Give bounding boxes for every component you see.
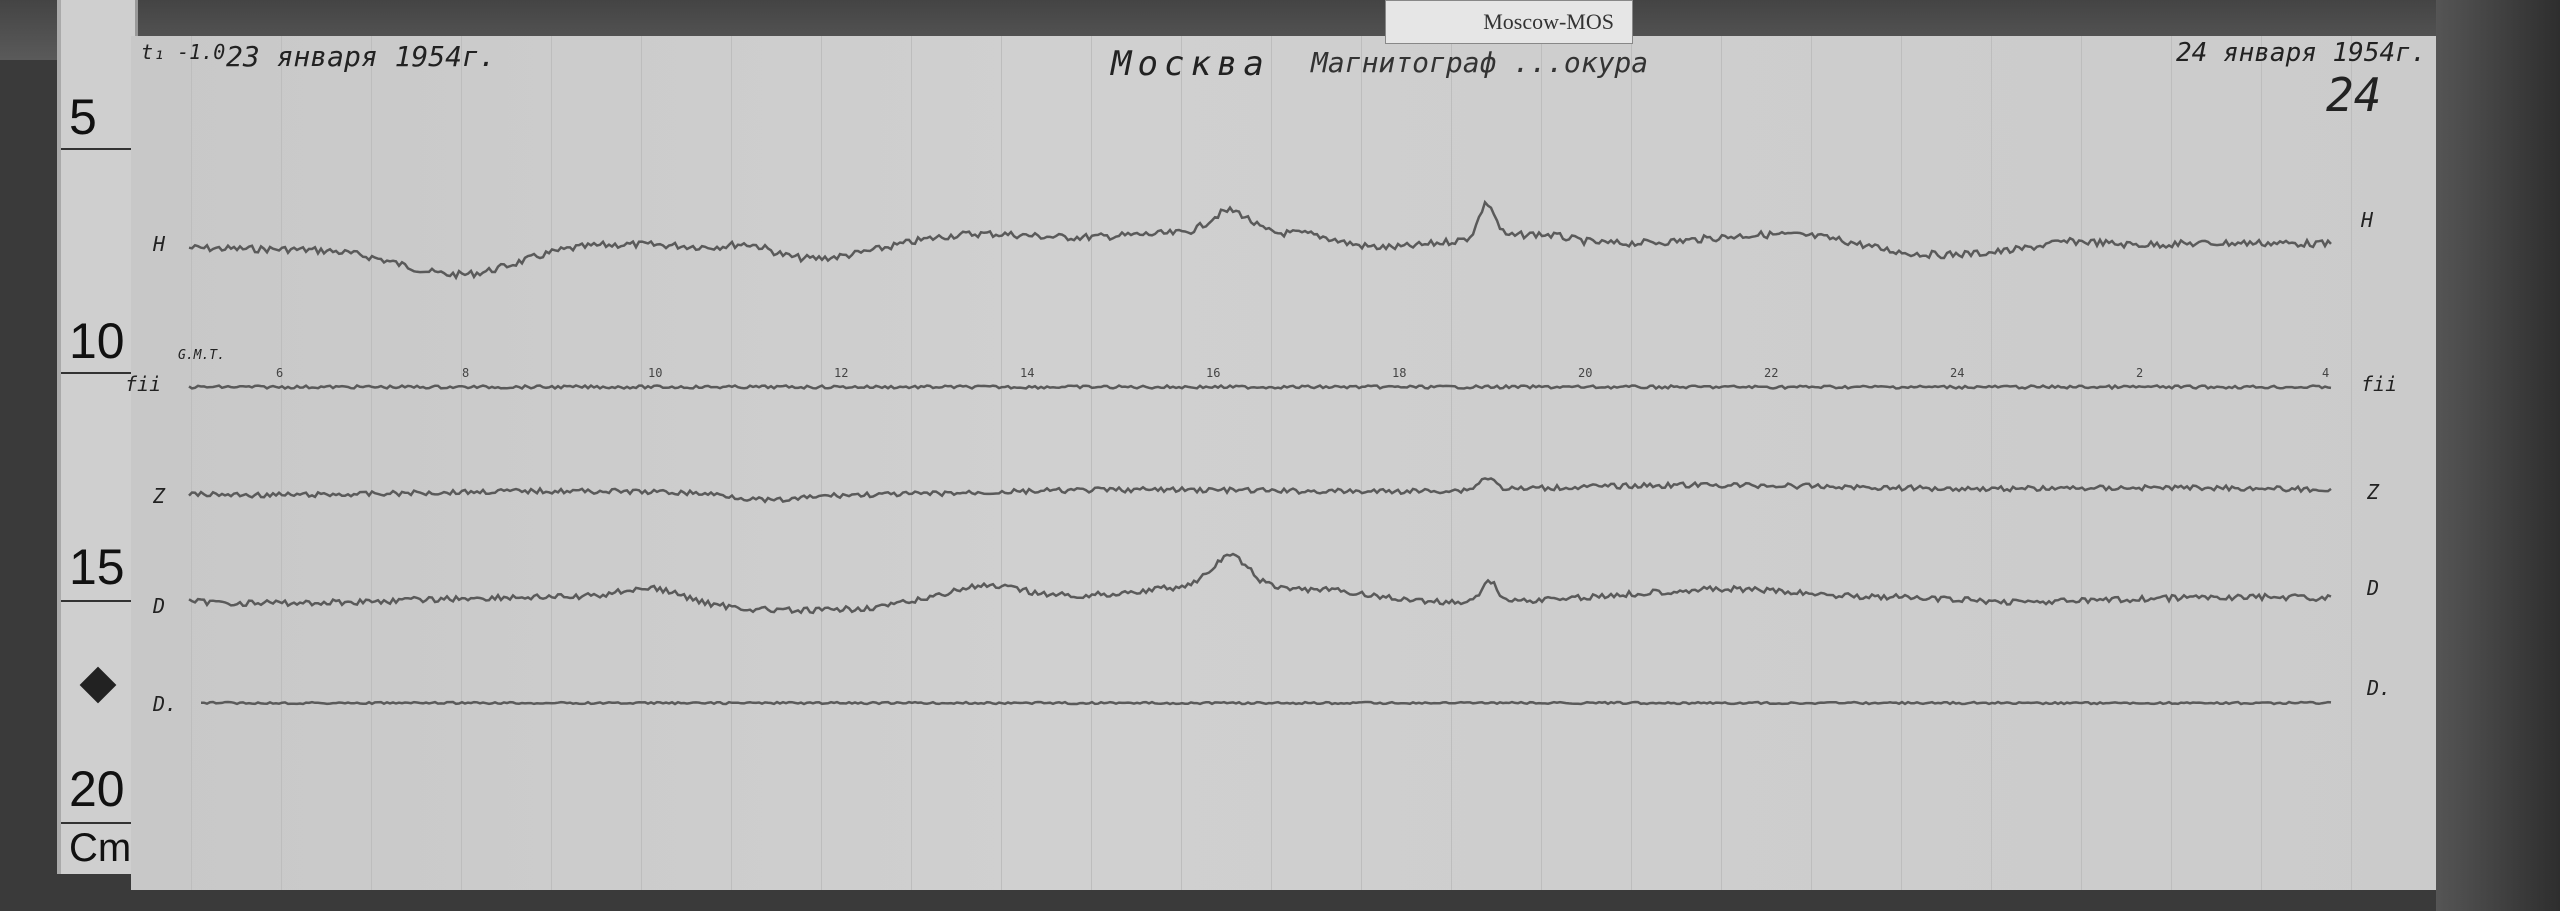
sheet-number: 24 bbox=[2326, 68, 2382, 122]
time-tick: 16 bbox=[1206, 366, 1221, 380]
gridline bbox=[1721, 36, 1722, 890]
time-tick: 2 bbox=[2136, 366, 2144, 380]
time-tick: 24 bbox=[1950, 366, 1965, 380]
trace-label-h-right: H bbox=[2361, 208, 2374, 232]
gridline bbox=[2261, 36, 2262, 890]
end-date: 24 января 1954г. bbox=[2176, 38, 2427, 68]
trace-label-baseline: fii bbox=[125, 372, 162, 396]
gridline bbox=[2081, 36, 2082, 890]
trace-label-d: D bbox=[153, 594, 166, 618]
gridline bbox=[1811, 36, 1812, 890]
start-date: 23 января 1954г. bbox=[226, 40, 496, 73]
gridline bbox=[1361, 36, 1362, 890]
gridline bbox=[821, 36, 822, 890]
time-tick: 20 bbox=[1578, 366, 1593, 380]
trace-baseline bbox=[188, 383, 2332, 391]
gridline bbox=[911, 36, 912, 890]
gridline bbox=[1451, 36, 1452, 890]
ruler-mark-15: 15 bbox=[69, 539, 125, 595]
trace-label-z-right: Z bbox=[2367, 480, 2380, 504]
gridline bbox=[281, 36, 282, 890]
trace-label-d-baseline: D. bbox=[153, 692, 178, 716]
display-frame-right bbox=[2436, 0, 2560, 911]
gridline bbox=[1091, 36, 1092, 890]
traces-layer bbox=[188, 199, 2332, 706]
magnetogram-sheet: t₁ -1.0 23 января 1954г. Москва Магнитог… bbox=[125, 36, 2436, 890]
time-tick: 10 bbox=[648, 366, 663, 380]
title-rest: Магнитограф ...окура bbox=[1311, 46, 1649, 79]
gridline bbox=[1541, 36, 1542, 890]
trace-label-d-baseline-right: D. bbox=[2367, 676, 2392, 700]
gridline bbox=[1271, 36, 1272, 890]
gridline bbox=[2171, 36, 2172, 890]
gridline bbox=[1631, 36, 1632, 890]
time-tick: 8 bbox=[462, 366, 470, 380]
centimeter-ruler: 5 10 15 20 Cm bbox=[57, 0, 138, 874]
station-tag: Moscow-MOS bbox=[1385, 0, 1633, 44]
gridline bbox=[191, 36, 192, 890]
time-tick: 4 bbox=[2322, 366, 2330, 380]
ruler-unit: Cm bbox=[69, 826, 132, 870]
time-tick: 14 bbox=[1020, 366, 1035, 380]
gridline bbox=[731, 36, 732, 890]
gridline bbox=[1901, 36, 1902, 890]
gridline bbox=[2351, 36, 2352, 890]
ruler-mark-20: 20 bbox=[69, 761, 125, 817]
trace-label-z: Z bbox=[153, 484, 166, 508]
ruler-mark-10: 10 bbox=[69, 313, 125, 369]
gridline bbox=[1181, 36, 1182, 890]
time-axis-label: G.M.T. bbox=[178, 348, 225, 363]
ruler-mark-5: 5 bbox=[69, 89, 97, 145]
header-note: t₁ -1.0 bbox=[141, 40, 226, 64]
diamond-marker-icon bbox=[79, 666, 117, 704]
gridline bbox=[551, 36, 552, 890]
gridline bbox=[1001, 36, 1002, 890]
trace-label-d-right: D bbox=[2367, 576, 2380, 600]
gridline bbox=[461, 36, 462, 890]
trace-z bbox=[188, 477, 2332, 504]
trace-d-baseline bbox=[201, 700, 2332, 706]
trace-label-baseline-right: fii bbox=[2361, 372, 2398, 396]
time-tick: 18 bbox=[1392, 366, 1407, 380]
gridline bbox=[371, 36, 372, 890]
trace-d bbox=[188, 552, 2332, 615]
trace-h bbox=[188, 199, 2332, 281]
time-tick: 12 bbox=[834, 366, 849, 380]
title-city: Москва bbox=[1111, 44, 1270, 84]
time-tick: 22 bbox=[1764, 366, 1779, 380]
gridline bbox=[641, 36, 642, 890]
gridline bbox=[1991, 36, 1992, 890]
trace-label-h: H bbox=[153, 232, 166, 256]
time-tick: 6 bbox=[276, 366, 284, 380]
